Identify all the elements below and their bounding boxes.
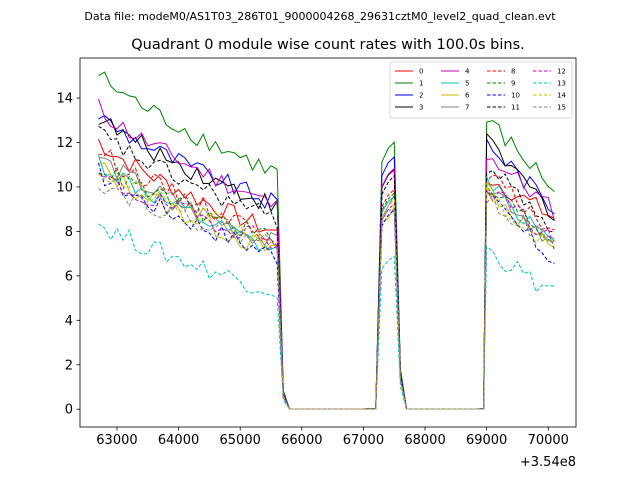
x-tick-label: 69000 [466,433,507,448]
y-tick-label: 10 [56,180,73,195]
axes: 63000 64000 65000 66000 67000 68000 69000 70000… [56,57,577,448]
series-line-15 [98,187,555,410]
plot-area [97,71,555,410]
y-tick-label: 0 [65,403,73,418]
y-tick-label: 8 [65,225,73,240]
x-tick-label: 70000 [528,433,569,448]
x-tick-label: 63000 [96,433,137,448]
legend-label-1: 1 [419,80,423,88]
x-tick-label: 64000 [158,433,199,448]
x-tick-label: 67000 [343,433,384,448]
y-tick-label: 2 [65,358,73,373]
x-axis-offset-label: +3.54e8 [520,455,576,470]
legend-label-15: 15 [557,104,566,112]
y-tick-label: 6 [65,269,73,284]
y-tick-label: 14 [56,92,73,107]
y-tick-label: 12 [56,136,73,151]
legend-label-3: 3 [419,104,423,112]
series-line-13 [98,223,555,410]
legend-label-13: 13 [557,80,566,88]
x-tick-label: 65000 [220,433,261,448]
legend-box [389,61,573,119]
series-line-14 [98,173,555,410]
legend-label-5: 5 [465,80,469,88]
legend-label-2: 2 [419,92,423,100]
chart-title: Quadrant 0 module wise count rates with … [131,37,525,53]
chart-suptitle: Data file: modeM0/AS1T03_286T01_90000042… [84,10,556,23]
y-tick-label: 4 [65,314,73,329]
legend-label-0: 0 [419,68,423,76]
legend-label-12: 12 [557,68,566,76]
axes-frame [79,57,577,428]
series-line-9 [98,166,555,410]
legend-label-10: 10 [511,92,520,100]
legend-label-6: 6 [465,92,470,100]
legend-label-9: 9 [511,80,515,88]
legend-label-8: 8 [511,68,515,76]
legend-label-11: 11 [511,104,520,112]
legend-label-4: 4 [465,68,470,76]
legend-label-14: 14 [557,92,566,100]
legend-label-7: 7 [465,104,469,112]
x-tick-label: 66000 [281,433,322,448]
x-tick-label: 68000 [404,433,445,448]
